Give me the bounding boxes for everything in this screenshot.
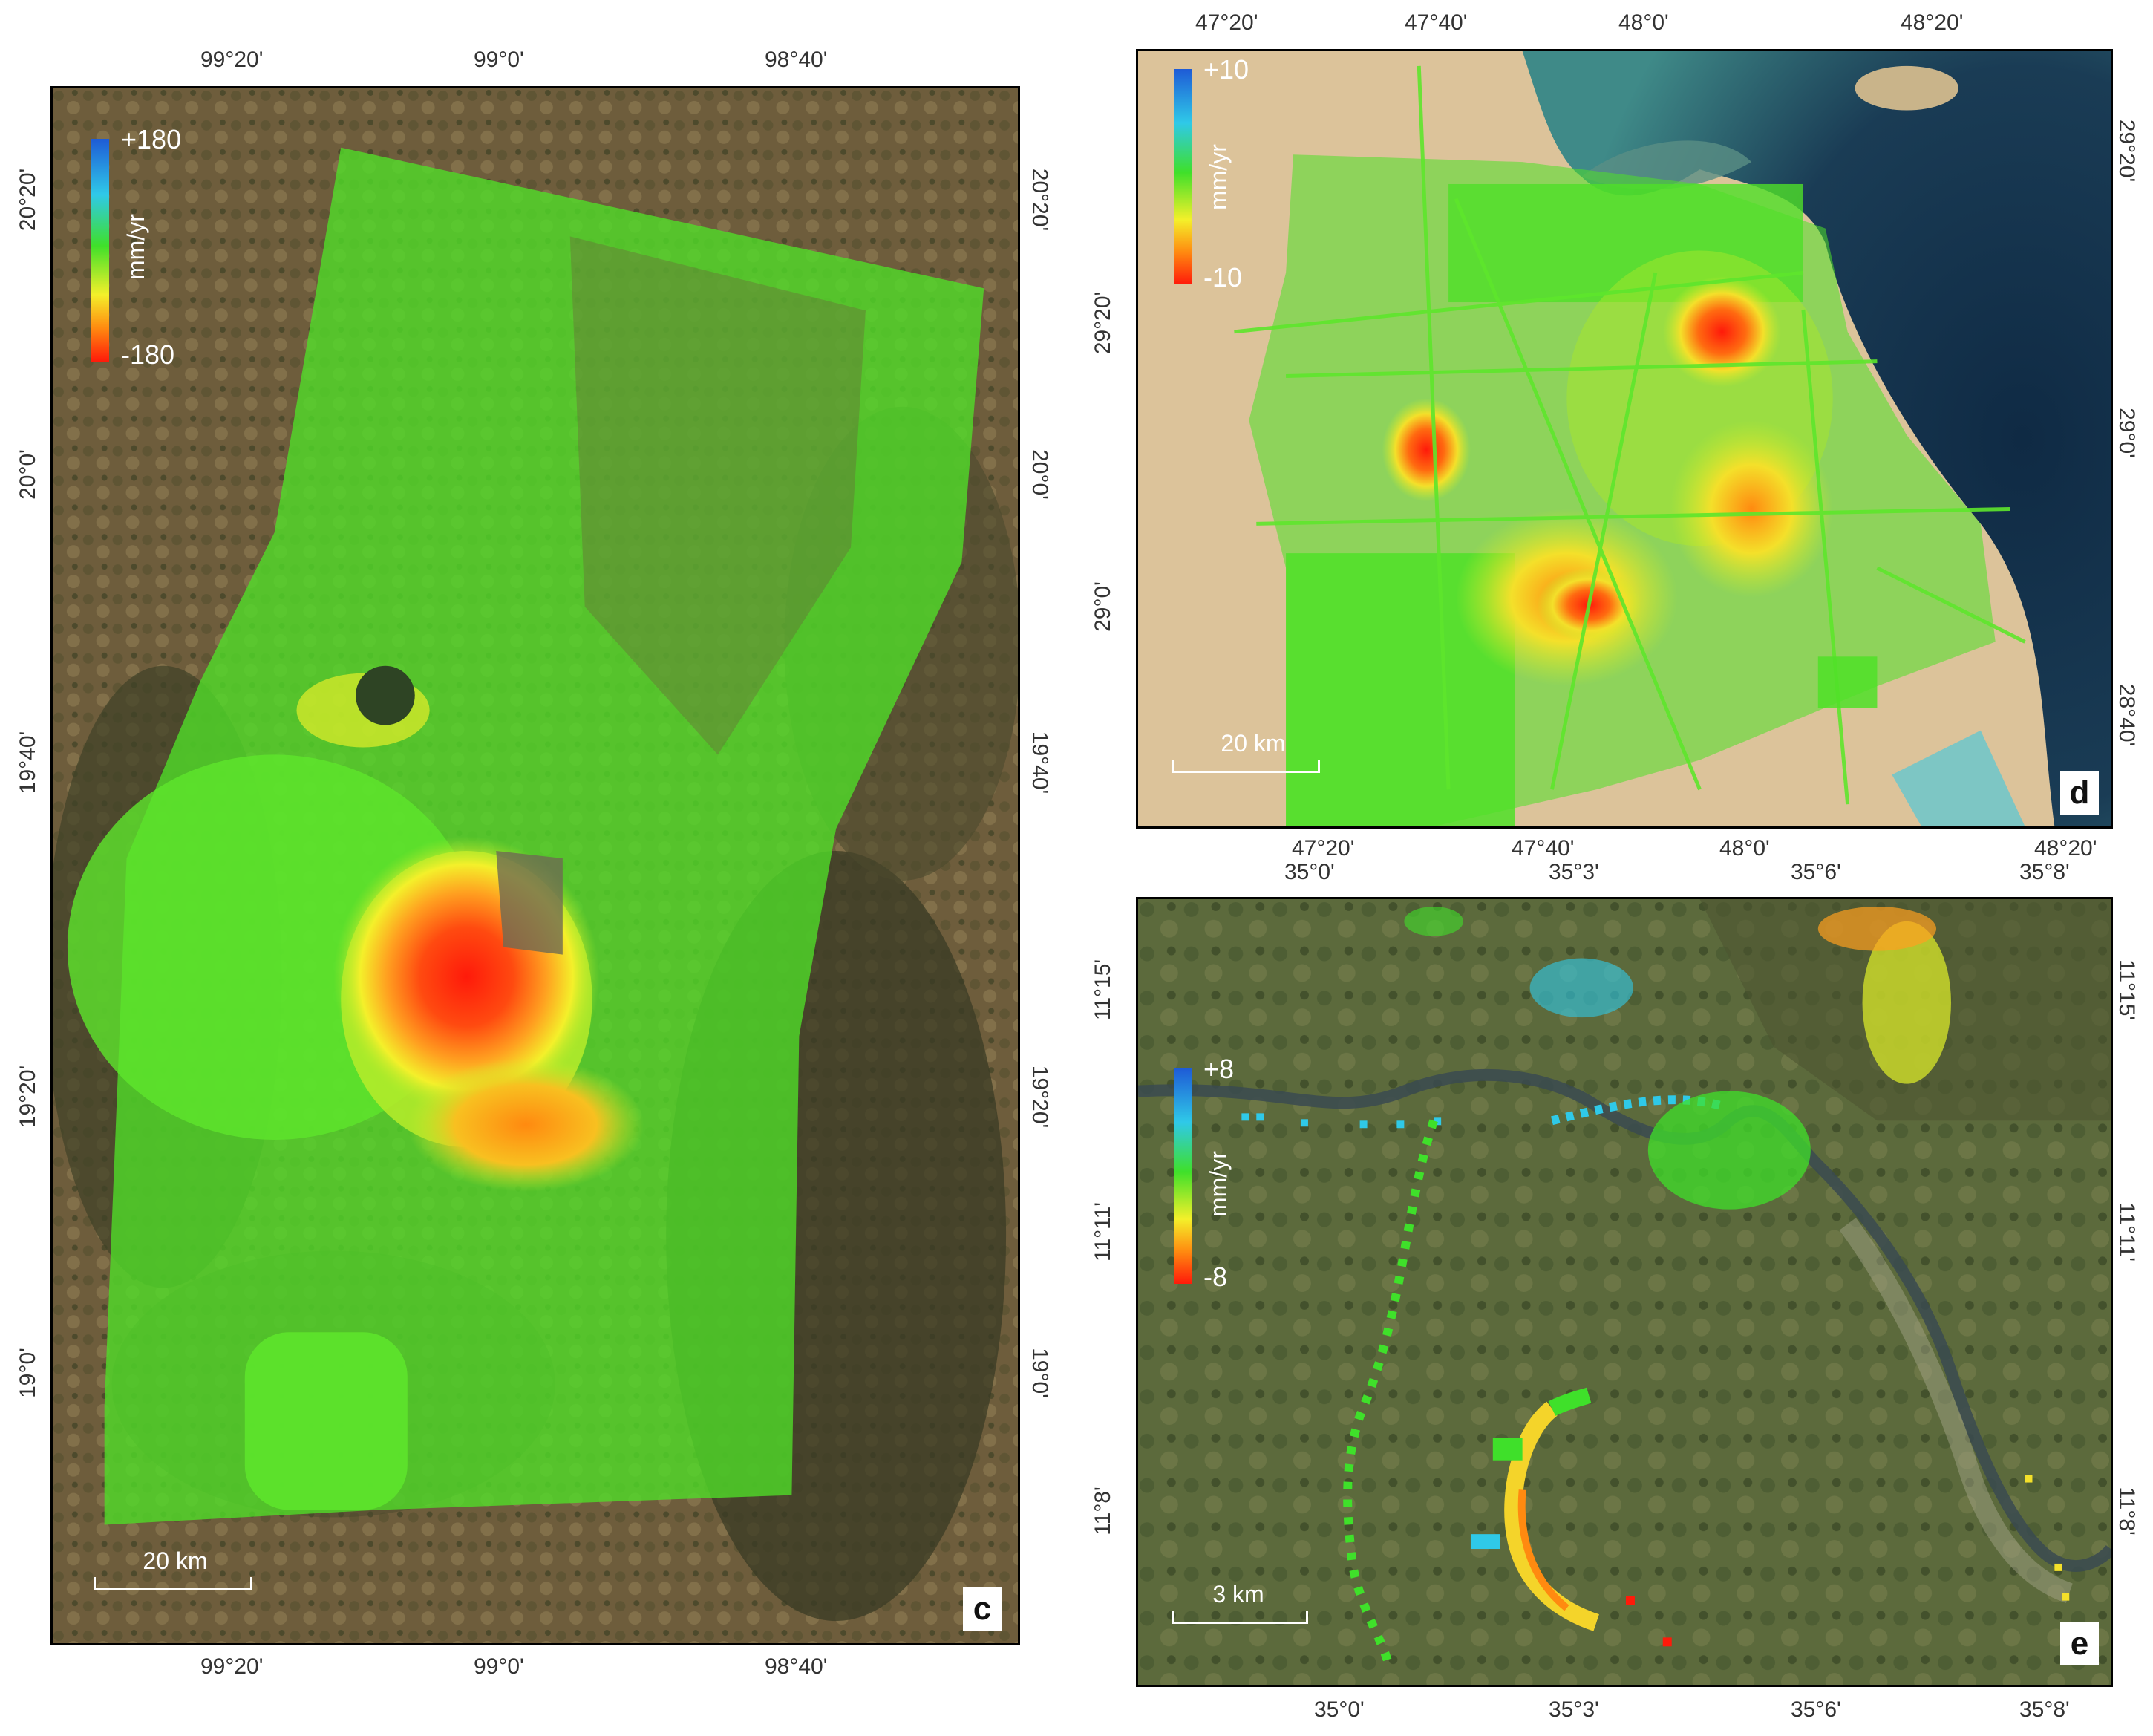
e-right-tick-1: 11°11' (2114, 1201, 2139, 1262)
scalebar-c: 20 km (94, 1547, 257, 1607)
scalebar-d-line (1172, 760, 1320, 773)
d-bottom-tick-1: 47°40' (1512, 836, 1575, 861)
colorbar-d (1174, 69, 1192, 284)
legend-c: +180 -180 mm/yr (91, 124, 240, 376)
d-left-tick-1: 29°0' (1091, 581, 1115, 632)
e-left-tick-2: 11°8' (1091, 1487, 1115, 1536)
d-bottom-tick-0: 47°20' (1292, 836, 1355, 861)
e-right-tick-2: 11°8' (2114, 1487, 2139, 1536)
d-right-tick-0: 29°20' (2114, 119, 2139, 183)
scalebar-c-line (94, 1577, 252, 1590)
c-top-tick-2: 98°40' (765, 48, 828, 72)
legend-d-min: -10 (1203, 262, 1243, 293)
c-left-tick-1: 20°0' (16, 449, 40, 500)
map-panel-d: +10 -10 mm/yr 20 km d (1136, 49, 2113, 829)
d-top-tick-0: 47°20' (1195, 10, 1258, 35)
c-right-tick-1: 20°0' (1028, 449, 1052, 500)
c-left-tick-0: 20°20' (16, 168, 40, 232)
scalebar-d-text: 20 km (1221, 730, 1286, 757)
d-top-tick-3: 48°20' (1901, 10, 1964, 35)
scalebar-e-text: 3 km (1212, 1581, 1264, 1608)
legend-d-unit: mm/yr (1205, 144, 1232, 210)
scalebar-e: 3 km (1172, 1581, 1335, 1640)
e-top-tick-2: 35°6' (1791, 860, 1841, 884)
legend-e-max: +8 (1203, 1054, 1235, 1084)
d-bottom-tick-2: 48°0' (1719, 836, 1770, 861)
legend-d-max: +10 (1203, 54, 1249, 85)
c-left-tick-2: 19°40' (16, 731, 40, 794)
legend-c-unit: mm/yr (122, 214, 149, 280)
d-bottom-tick-3: 48°20' (2034, 836, 2097, 861)
panel-c-map (53, 88, 1018, 1643)
map-panel-e: +8 -8 mm/yr 3 km e (1136, 897, 2113, 1687)
c-bottom-tick-1: 99°0' (474, 1654, 524, 1679)
e-right-tick-0: 11°15' (2114, 959, 2139, 1021)
colorbar-c (91, 139, 109, 362)
map-panel-c: +180 -180 mm/yr 20 km c (50, 86, 1020, 1645)
c-bottom-tick-0: 99°20' (200, 1654, 264, 1679)
c-right-tick-3: 19°20' (1028, 1065, 1052, 1129)
c-right-tick-4: 19°0' (1028, 1348, 1052, 1398)
d-right-tick-2: 28°40' (2114, 683, 2139, 747)
c-top-tick-1: 99°0' (474, 48, 524, 72)
e-top-tick-3: 35°8' (2019, 860, 2070, 884)
panel-e-map (1138, 899, 2111, 1685)
legend-e-unit: mm/yr (1205, 1151, 1232, 1217)
panel-label-c: c (963, 1587, 1002, 1631)
scalebar-d: 20 km (1172, 730, 1335, 789)
c-left-tick-4: 19°0' (16, 1348, 40, 1398)
panel-label-e: e (2060, 1622, 2099, 1665)
c-right-tick-0: 20°20' (1028, 168, 1052, 232)
d-right-tick-1: 29°0' (2114, 408, 2139, 458)
legend-c-min: -180 (121, 339, 175, 370)
legend-e: +8 -8 mm/yr (1174, 1054, 1322, 1306)
legend-e-min: -8 (1203, 1262, 1228, 1292)
e-left-tick-1: 11°11' (1091, 1202, 1115, 1262)
d-left-tick-0: 29°20' (1091, 291, 1115, 355)
panel-d-map (1138, 51, 2111, 826)
e-top-tick-1: 35°3' (1549, 860, 1599, 884)
legend-c-max: +180 (121, 124, 182, 154)
panel-label-d: d (2060, 771, 2099, 815)
colorbar-e (1174, 1068, 1192, 1284)
e-left-tick-0: 11°15' (1091, 959, 1115, 1021)
d-top-tick-1: 47°40' (1405, 10, 1468, 35)
c-left-tick-3: 19°20' (16, 1065, 40, 1129)
e-bottom-tick-3: 35°8' (2019, 1697, 2070, 1722)
scalebar-c-text: 20 km (143, 1547, 208, 1574)
c-top-tick-0: 99°20' (200, 48, 264, 72)
legend-d: +10 -10 mm/yr (1174, 54, 1322, 307)
c-bottom-tick-2: 98°40' (765, 1654, 828, 1679)
d-top-tick-2: 48°0' (1618, 10, 1669, 35)
e-top-tick-0: 35°0' (1284, 860, 1335, 884)
c-right-tick-2: 19°40' (1028, 731, 1052, 794)
e-bottom-tick-0: 35°0' (1314, 1697, 1365, 1722)
e-bottom-tick-2: 35°6' (1791, 1697, 1841, 1722)
scalebar-e-line (1172, 1611, 1308, 1624)
e-bottom-tick-1: 35°3' (1549, 1697, 1599, 1722)
